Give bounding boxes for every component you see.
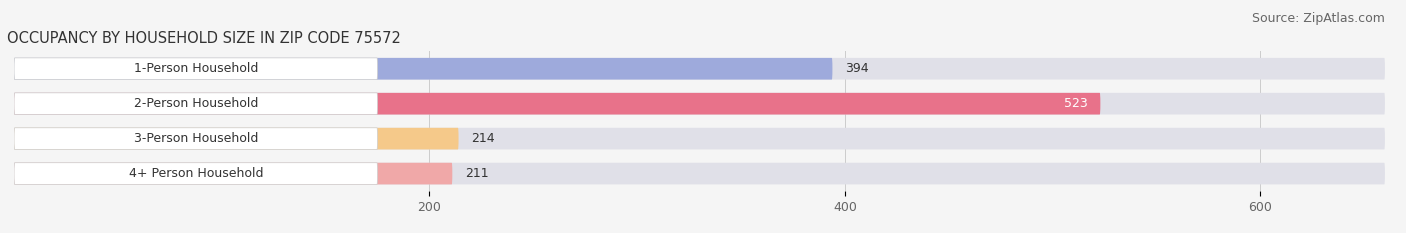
FancyBboxPatch shape	[14, 128, 458, 150]
FancyBboxPatch shape	[14, 58, 832, 80]
FancyBboxPatch shape	[14, 93, 378, 115]
Text: 3-Person Household: 3-Person Household	[134, 132, 257, 145]
Text: 2-Person Household: 2-Person Household	[134, 97, 257, 110]
Text: 394: 394	[845, 62, 869, 75]
Text: 4+ Person Household: 4+ Person Household	[128, 167, 263, 180]
FancyBboxPatch shape	[14, 128, 378, 150]
Text: 523: 523	[1064, 97, 1088, 110]
FancyBboxPatch shape	[14, 163, 453, 185]
Text: 211: 211	[465, 167, 488, 180]
Text: OCCUPANCY BY HOUSEHOLD SIZE IN ZIP CODE 75572: OCCUPANCY BY HOUSEHOLD SIZE IN ZIP CODE …	[7, 31, 401, 46]
Text: 214: 214	[471, 132, 495, 145]
FancyBboxPatch shape	[14, 128, 1385, 150]
FancyBboxPatch shape	[14, 93, 1385, 115]
FancyBboxPatch shape	[14, 58, 378, 80]
FancyBboxPatch shape	[14, 93, 1101, 115]
Text: 1-Person Household: 1-Person Household	[134, 62, 257, 75]
FancyBboxPatch shape	[14, 163, 378, 185]
FancyBboxPatch shape	[14, 58, 1385, 80]
Text: Source: ZipAtlas.com: Source: ZipAtlas.com	[1251, 12, 1385, 25]
FancyBboxPatch shape	[14, 163, 1385, 185]
